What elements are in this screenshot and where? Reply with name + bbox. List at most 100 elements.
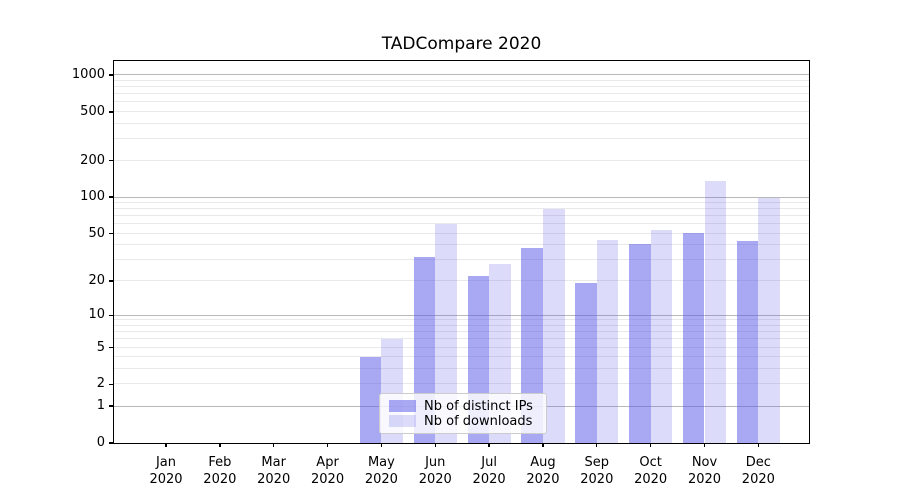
x-label-month: Aug bbox=[530, 455, 556, 470]
bar-distinct-ips bbox=[629, 243, 651, 443]
x-axis-tick bbox=[434, 443, 436, 447]
legend-swatch-distinct-ips bbox=[389, 400, 416, 412]
x-axis-tick bbox=[757, 443, 760, 447]
minor-gridline bbox=[114, 259, 809, 261]
x-axis-tick-label: Sep 2020 bbox=[562, 455, 632, 489]
y-axis-tick bbox=[109, 346, 113, 349]
y-axis-tick-label: 0 bbox=[96, 435, 105, 450]
legend-item-distinct-ips: Nb of distinct IPs bbox=[389, 398, 537, 414]
x-axis-tick bbox=[326, 443, 329, 447]
minor-gridline bbox=[114, 346, 809, 348]
x-label-month: Dec bbox=[745, 455, 771, 470]
major-gridline bbox=[114, 196, 809, 198]
x-label-month: Jul bbox=[481, 455, 497, 470]
y-axis-tick bbox=[109, 232, 113, 235]
y-axis-tick-label: 20 bbox=[88, 272, 105, 288]
x-axis-tick-label: Mar 2020 bbox=[239, 455, 309, 489]
x-axis-tick bbox=[649, 443, 652, 447]
x-axis-tick-label: Jan 2020 bbox=[131, 455, 201, 489]
x-label-year: 2020 bbox=[526, 471, 560, 487]
minor-gridline bbox=[114, 122, 809, 124]
bar-distinct-ips bbox=[736, 241, 759, 443]
y-axis-tick bbox=[109, 111, 113, 113]
minor-gridline bbox=[114, 232, 809, 234]
major-gridline bbox=[114, 74, 809, 76]
minor-gridline bbox=[114, 383, 809, 385]
x-label-year: 2020 bbox=[741, 471, 775, 487]
minor-gridline bbox=[114, 85, 809, 87]
chart-title: TADCompare 2020 bbox=[381, 34, 542, 54]
minor-gridline bbox=[114, 79, 809, 81]
x-axis-tick bbox=[542, 443, 544, 447]
x-axis-tick-label: Apr 2020 bbox=[293, 455, 363, 489]
minor-gridline bbox=[114, 338, 809, 340]
x-label-month: May bbox=[367, 455, 395, 470]
x-axis-tick bbox=[380, 443, 383, 447]
x-axis-tick bbox=[273, 443, 275, 447]
minor-gridline bbox=[114, 207, 809, 209]
legend-label-downloads: Nb of downloads bbox=[424, 413, 533, 429]
minor-gridline bbox=[114, 244, 809, 246]
x-label-year: 2020 bbox=[149, 471, 183, 487]
x-label-year: 2020 bbox=[580, 471, 614, 487]
minor-gridline bbox=[114, 214, 809, 216]
minor-gridline bbox=[114, 368, 809, 370]
x-label-month: Mar bbox=[261, 455, 286, 470]
bar-downloads bbox=[758, 198, 780, 443]
x-axis-tick bbox=[488, 443, 490, 447]
x-label-year: 2020 bbox=[311, 471, 345, 487]
minor-gridline bbox=[114, 92, 809, 94]
legend-swatch-downloads bbox=[389, 415, 416, 427]
bar-downloads bbox=[650, 229, 673, 443]
x-label-month: Nov bbox=[691, 455, 718, 470]
bar-distinct-ips bbox=[575, 283, 597, 443]
y-axis-tick-label: 10 bbox=[88, 307, 105, 323]
y-axis-tick-label: 50 bbox=[88, 225, 105, 241]
minor-gridline bbox=[114, 101, 809, 103]
y-axis-tick bbox=[109, 74, 113, 76]
y-axis-tick bbox=[109, 314, 113, 316]
bar-distinct-ips bbox=[359, 357, 382, 443]
minor-gridline bbox=[114, 110, 809, 112]
minor-gridline bbox=[114, 356, 809, 358]
x-axis-tick-label: Feb 2020 bbox=[185, 455, 255, 489]
minor-gridline bbox=[114, 137, 809, 139]
x-label-year: 2020 bbox=[257, 471, 291, 487]
x-axis-tick bbox=[165, 443, 167, 447]
y-axis-tick-label: 5 bbox=[96, 339, 105, 355]
bar-downloads bbox=[542, 208, 565, 443]
minor-gridline bbox=[114, 331, 809, 333]
x-label-year: 2020 bbox=[203, 471, 237, 487]
y-axis-tick bbox=[109, 405, 113, 407]
minor-gridline bbox=[114, 159, 809, 161]
x-label-year: 2020 bbox=[634, 471, 668, 487]
bar-downloads bbox=[596, 240, 619, 443]
y-axis-tick bbox=[109, 383, 113, 386]
x-label-month: Feb bbox=[208, 455, 232, 470]
x-label-year: 2020 bbox=[687, 471, 722, 487]
minor-gridline bbox=[114, 201, 809, 203]
y-axis-tick-label: 200 bbox=[80, 152, 105, 168]
x-label-month: Apr bbox=[316, 455, 339, 470]
x-axis-tick-label: May 2020 bbox=[346, 455, 416, 489]
x-label-year: 2020 bbox=[472, 471, 506, 487]
x-label-year: 2020 bbox=[418, 471, 452, 487]
x-axis-tick bbox=[703, 443, 706, 447]
legend-label-distinct-ips: Nb of distinct IPs bbox=[424, 398, 533, 414]
x-label-month: Sep bbox=[584, 455, 610, 470]
minor-gridline bbox=[114, 324, 809, 326]
x-label-month: Oct bbox=[639, 455, 662, 470]
y-axis-tick bbox=[109, 196, 113, 198]
x-axis-tick-label: Jul 2020 bbox=[454, 455, 524, 489]
x-axis-tick bbox=[219, 443, 221, 447]
bar-distinct-ips bbox=[682, 232, 705, 443]
legend: Nb of distinct IPs Nb of downloads bbox=[379, 393, 547, 434]
minor-gridline bbox=[114, 279, 809, 281]
y-axis-tick-label: 1 bbox=[96, 398, 105, 414]
y-axis-tick bbox=[109, 442, 113, 444]
y-axis-tick-label: 2 bbox=[96, 376, 105, 392]
y-axis-tick bbox=[109, 280, 113, 282]
bar-downloads bbox=[704, 181, 727, 443]
x-axis-tick-label: Jun 2020 bbox=[400, 455, 470, 489]
